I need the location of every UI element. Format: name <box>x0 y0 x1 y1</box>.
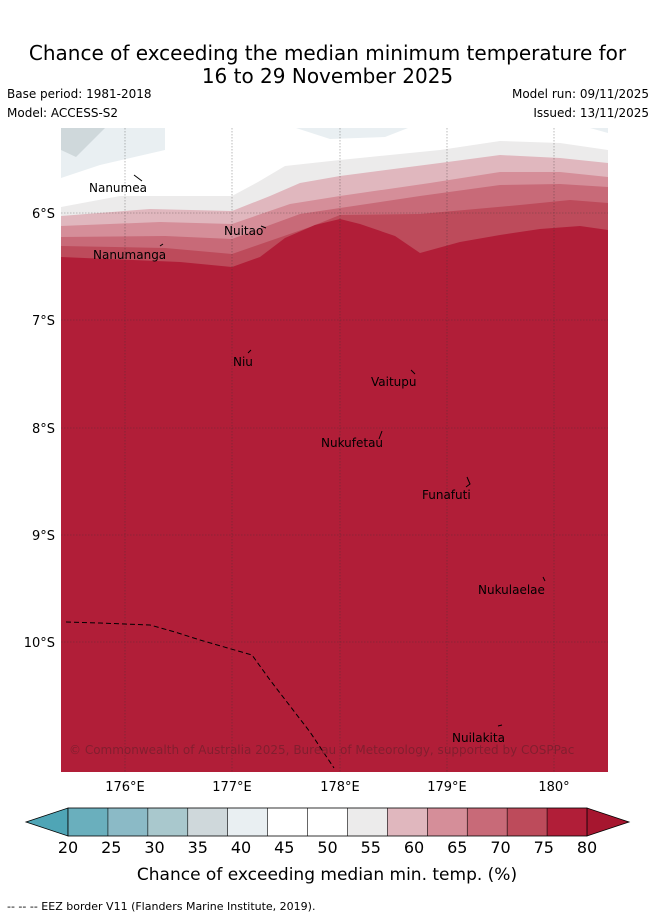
island-nukufetau <box>378 430 383 440</box>
base-period: Base period: 1981-2018 <box>7 87 152 101</box>
label-nanumea: Nanumea <box>89 181 147 195</box>
colorbar-segment <box>507 808 548 836</box>
model-run: Model run: 09/11/2025 <box>511 87 649 101</box>
label-nukufetau: Nukufetau <box>321 436 383 450</box>
colorbar-tick-label: 40 <box>231 838 251 857</box>
latitude-ticks: 6°S 7°S 8°S 9°S 10°S <box>24 207 55 651</box>
colorbar-segment <box>467 808 508 836</box>
copyright-notice: © Commonwealth of Australia 2025, Bureau… <box>69 743 574 757</box>
colorbar-segment <box>107 808 149 836</box>
island-vaitupu <box>410 369 416 375</box>
longitude-ticks: 176°E 177°E 178°E 179°E 180° <box>105 780 569 795</box>
colorbar-segment <box>147 808 189 836</box>
colorbar-segment <box>387 808 428 836</box>
island-nuilakita <box>497 724 503 727</box>
place-labels: Nanumea Nuitao Nanumanga Niu Vaitupu Nuk… <box>89 181 545 745</box>
lon-tick-177e: 177°E <box>212 780 252 795</box>
label-nanumanga: Nanumanga <box>93 248 166 262</box>
contour-over-80 <box>61 219 608 772</box>
label-funafuti: Funafuti <box>422 488 471 502</box>
colorbar-tick-label: 70 <box>490 838 510 857</box>
colorbar-tick-label: 50 <box>317 838 337 857</box>
eez-border-note: -- -- -- EEZ border V11 (Flanders Marine… <box>7 900 316 913</box>
colorbar-tick-label: 60 <box>404 838 424 857</box>
colorbar-tick-label: 35 <box>188 838 208 857</box>
lat-tick-10s: 10°S <box>24 636 55 651</box>
colorbar-tick-label: 80 <box>577 838 597 857</box>
colorbar-tick-label: 55 <box>361 838 381 857</box>
graticule <box>61 128 608 772</box>
colorbar-tick-label: 30 <box>144 838 164 857</box>
lat-tick-9s: 9°S <box>32 529 55 544</box>
lon-tick-179e: 179°E <box>427 780 467 795</box>
colorbar-tick-label: 45 <box>274 838 294 857</box>
colorbar-tick-label: 20 <box>58 838 78 857</box>
colorbar-tick-label: 75 <box>534 838 554 857</box>
probability-contours <box>61 128 608 772</box>
issued-date: Issued: 13/11/2025 <box>533 106 649 120</box>
label-nuilakita: Nuilakita <box>452 731 505 745</box>
label-niu: Niu <box>233 355 253 369</box>
lon-tick-176e: 176°E <box>105 780 145 795</box>
colorbar-segment <box>267 808 308 836</box>
colorbar-segment <box>307 808 348 836</box>
lon-tick-180: 180° <box>538 780 569 795</box>
island-funafuti <box>465 476 471 488</box>
colorbar-segment <box>547 808 588 836</box>
lat-tick-6s: 6°S <box>32 207 55 222</box>
contour-40-45-north <box>296 128 408 139</box>
colorbar-segment <box>227 808 268 836</box>
colorbar-segment <box>347 808 388 836</box>
islands <box>133 174 546 727</box>
chart-title-line1: Chance of exceeding the median minimum t… <box>28 41 627 65</box>
colorbar-label: Chance of exceeding median min. temp. (%… <box>137 865 517 885</box>
island-nanumanga <box>159 243 164 247</box>
lon-tick-178e: 178°E <box>320 780 360 795</box>
colorbar-segment <box>427 808 468 836</box>
eez-border <box>65 621 335 769</box>
colorbar-segment <box>68 808 109 836</box>
colorbar-over-arrow <box>586 807 631 837</box>
contour-40-45-ne <box>590 128 608 133</box>
island-nuitao <box>260 225 267 229</box>
model-name: Model: ACCESS-S2 <box>7 106 119 120</box>
island-nukulaelae <box>542 576 546 582</box>
island-niu <box>247 349 252 354</box>
colorbar-under-arrow <box>24 807 69 837</box>
colorbar: 20 25 30 35 40 45 50 55 60 65 70 75 80 Chance of exc… <box>24 807 631 885</box>
contour-35-40 <box>61 128 105 157</box>
label-nukulaelae: Nukulaelae <box>478 583 545 597</box>
label-vaitupu: Vaitupu <box>371 375 417 389</box>
colorbar-tick-label: 65 <box>447 838 467 857</box>
label-nuitao: Nuitao <box>224 224 263 238</box>
colorbar-segment <box>187 808 228 836</box>
lat-tick-8s: 8°S <box>32 422 55 437</box>
colorbar-frame <box>67 807 588 837</box>
colorbar-tick-label: 25 <box>101 838 121 857</box>
lat-tick-7s: 7°S <box>32 314 55 329</box>
island-nanumea <box>133 174 143 182</box>
chart-title-line2: 16 to 29 November 2025 <box>201 64 454 88</box>
